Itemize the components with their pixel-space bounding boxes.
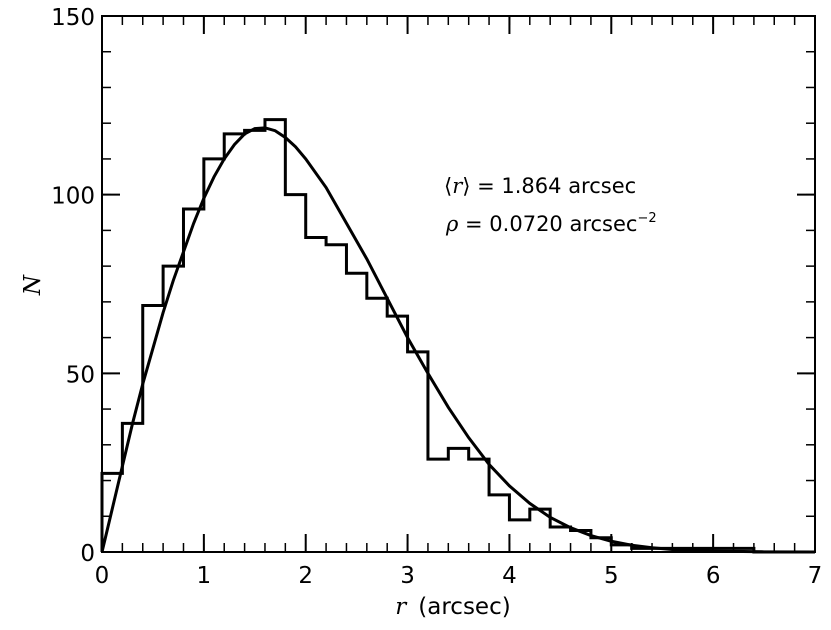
x-tick-label: 7 [808,563,823,589]
y-tick-label: 100 [51,184,95,210]
x-tick-label: 5 [604,563,619,589]
plot-frame [101,15,816,553]
y-tick-label: 0 [80,541,95,567]
y-tick-labels: 0 50 100 150 [51,5,95,567]
x-axis-label: r (arcsec) [395,594,510,620]
annotation-mean-r: ⟨r⟩ = 1.864 arcsec [444,174,636,198]
minor-ticks [101,15,816,553]
y-tick-label: 150 [51,5,95,31]
x-tick-label: 3 [400,563,415,589]
x-tick-label: 2 [298,563,313,589]
x-tick-label: 6 [706,563,721,589]
x-tick-label: 1 [197,563,212,589]
y-tick-label: 50 [66,362,95,388]
x-tick-label: 0 [95,563,110,589]
y-axis-label: N [20,274,46,296]
fit-curve [100,126,816,554]
x-tick-labels: 0 1 2 3 4 5 6 7 [95,563,823,589]
x-tick-label: 4 [502,563,517,589]
major-ticks [101,15,816,553]
annotation-density: ρ = 0.0720 arcsec−2 [445,211,657,236]
